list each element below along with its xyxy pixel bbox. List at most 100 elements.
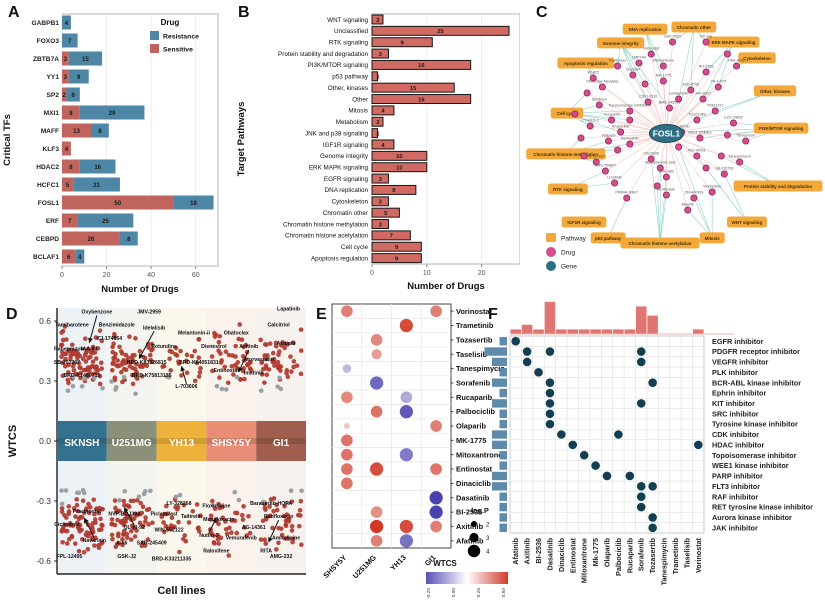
row-label: KIT inhibitor — [712, 399, 755, 408]
scatter-point — [143, 519, 148, 524]
plot-area — [509, 335, 705, 534]
bar-segment-sensitive — [62, 51, 69, 66]
y-category-label: p53 pathway — [332, 74, 369, 81]
size-legend-dot — [467, 544, 481, 558]
bar — [371, 71, 378, 82]
scatter-point — [291, 340, 296, 345]
edge-drug-pathway — [693, 197, 713, 239]
drug-label: IGF1R-3801 — [586, 154, 606, 158]
col-label: Rucaparib — [625, 537, 634, 573]
scatter-point — [62, 324, 68, 329]
x-tick-label: 0 — [60, 272, 64, 279]
scatter-point — [163, 503, 169, 509]
scatter-point — [212, 334, 218, 339]
scatter-point — [80, 498, 86, 504]
scatter-point — [271, 496, 277, 501]
scatter-point — [66, 380, 71, 386]
drug-label: Topoisomerase inhibitor IX — [608, 103, 652, 107]
cell-line-box-stripe — [156, 438, 207, 444]
row-label: RAF inhibitor — [712, 492, 758, 501]
col-label: Vorinostat — [694, 537, 703, 573]
wtcs-colorbar — [426, 572, 508, 584]
scatter-point — [239, 337, 245, 342]
scatter-point — [298, 498, 304, 504]
col-label: SHSY5Y — [321, 553, 348, 580]
scatter-point — [240, 517, 246, 522]
scatter-point-gray — [82, 376, 88, 381]
drug-node — [723, 50, 731, 58]
scatter-point — [192, 348, 198, 354]
scatter-point — [226, 352, 232, 358]
bar-value: 16 — [418, 97, 425, 103]
scatter-point — [198, 513, 203, 519]
x-tick-label: 0 — [370, 270, 374, 277]
y-category-label: Cell cycle — [341, 244, 368, 251]
colorbar-tick-label: 0.00 — [451, 588, 457, 598]
scatter-point-gray — [136, 494, 142, 499]
drug-label: Verapamil — [603, 112, 620, 116]
edge-drug-gene — [666, 133, 695, 199]
drug-node — [598, 83, 606, 91]
annotation-arrow — [88, 315, 98, 344]
drug-node — [611, 179, 619, 187]
scatter-point-gray — [164, 374, 170, 379]
bar-value: 7 — [390, 234, 393, 240]
bar — [371, 162, 428, 173]
scatter-point — [176, 519, 181, 525]
drug-node — [702, 68, 710, 76]
matrix-dot — [579, 450, 589, 460]
scatter-point — [97, 381, 103, 387]
cell-line-box — [206, 421, 257, 461]
dot — [341, 477, 353, 490]
scatter-point — [142, 543, 148, 548]
scatter-point — [75, 520, 80, 526]
row-label: Aurora kinase inhibitor — [712, 513, 792, 522]
scatter-point — [276, 540, 281, 546]
bar-segment-resistance — [66, 87, 80, 102]
bar — [371, 184, 417, 195]
edge-drug-pathway — [644, 28, 664, 67]
bar-value: 1 — [376, 131, 380, 137]
pathway-node — [590, 232, 626, 244]
edge-drug-pathway — [678, 146, 713, 239]
scatter-point — [291, 364, 296, 370]
bar-value: 7 — [68, 39, 72, 45]
scatter-point — [194, 502, 200, 507]
scatter-point — [216, 521, 221, 527]
drug-label: Anagrelide — [612, 124, 630, 128]
left-histogram-bar — [499, 368, 507, 377]
scatter-point — [229, 530, 234, 535]
y-category-label: Unclassified — [334, 28, 368, 35]
scatter-point — [273, 343, 279, 349]
scatter-point — [289, 523, 295, 529]
bar-value: 9 — [395, 256, 399, 262]
scatter-point-gray — [258, 388, 264, 394]
drug-label: Sorafenib — [674, 124, 690, 128]
matrix-dot — [648, 523, 657, 533]
annotation-label: Oxybenzone — [81, 309, 112, 315]
legend-label: Drug — [561, 250, 575, 257]
scatter-point — [119, 369, 124, 375]
drug-label: JAK-8517 — [695, 91, 711, 95]
y-category-label: FOXO3 — [37, 38, 60, 45]
y-category-label: RTK signaling — [329, 40, 369, 47]
scatter-point — [209, 530, 214, 536]
y-category-label: GABPB1 — [32, 20, 60, 27]
scatter-point — [110, 536, 115, 542]
drug-label: PRIMA-1MET — [615, 190, 638, 194]
annotation-label: NVP-BGJ398 — [108, 511, 140, 517]
scatter-point — [59, 354, 64, 360]
scatter-point — [234, 365, 239, 370]
pathway-node — [597, 37, 645, 49]
scatter-point — [264, 372, 270, 378]
annotation-label: Moxifloxacin — [203, 517, 234, 523]
dot — [343, 422, 350, 430]
dot — [400, 391, 413, 404]
matrix-dot — [614, 430, 623, 439]
scatter-point — [289, 528, 295, 533]
bar-value: 26 — [88, 237, 95, 243]
drug-label: Alisertib — [681, 202, 694, 206]
scatter-point — [115, 517, 120, 523]
cell-line-label: YH13 — [169, 438, 194, 449]
